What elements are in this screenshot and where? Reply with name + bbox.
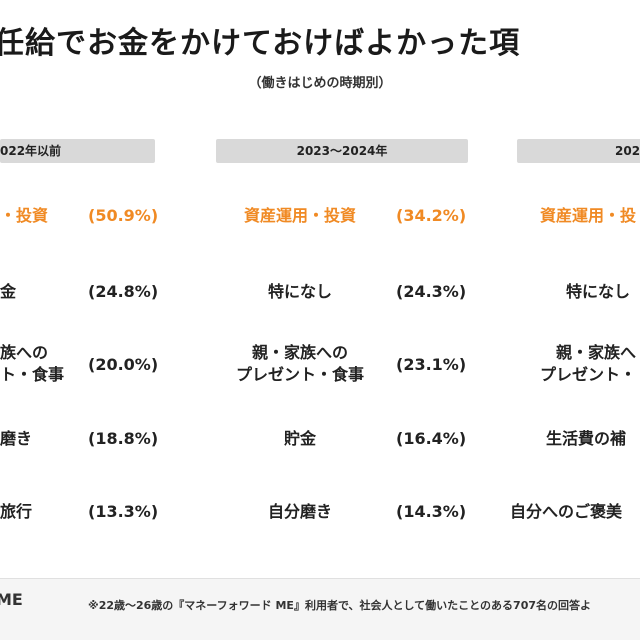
item-percent: (20.0%) [88, 355, 159, 374]
item-label: 生活費の補 [546, 429, 627, 448]
item-label: 親・家族への [251, 343, 348, 362]
footer [0, 579, 640, 640]
item-label-line2: プレゼント・ [540, 365, 637, 384]
column-header-2: 2023〜2024年 [216, 139, 468, 163]
item-label: 自分へのご褒美 [510, 502, 623, 521]
item-percent: (23.1%) [396, 355, 467, 374]
item-percent: (50.9%) [88, 206, 159, 225]
item-percent: (18.8%) [88, 429, 159, 448]
item-percent: (24.8%) [88, 282, 159, 301]
item-label: 親・家族へ [556, 343, 637, 362]
column-header-label: 202 [615, 144, 640, 158]
brand-logo: ME [0, 590, 23, 609]
item-label: ・投資 [0, 206, 49, 225]
footer-divider [0, 578, 640, 579]
item-label: 自分磨き [267, 502, 332, 521]
item-label: 資産運用・投 [540, 206, 637, 225]
page-subtitle: （働きはじめの時期別） [248, 76, 392, 91]
footnote: ※22歳〜26歳の『マネーフォワード ME』利用者で、社会人として働いたことのあ… [88, 599, 592, 612]
item-label: 金 [0, 282, 17, 301]
item-percent: (34.2%) [396, 206, 467, 225]
item-label: 族への [0, 343, 49, 362]
item-label: 磨き [0, 429, 33, 448]
item-percent: (14.3%) [396, 502, 467, 521]
item-percent: (16.4%) [396, 429, 467, 448]
page-title: 任給でお金をかけておけばよかった項 [0, 26, 521, 61]
item-label: 特になし [267, 282, 332, 301]
item-label-line2: プレゼント・食事 [235, 365, 364, 384]
item-label-line2: ト・食事 [0, 365, 65, 384]
item-label: 資産運用・投資 [243, 206, 356, 225]
column-header-1: 022年以前 [0, 139, 155, 163]
item-percent: (24.3%) [396, 282, 467, 301]
column-header-3: 202 [517, 139, 640, 163]
column-header-label: 022年以前 [0, 144, 62, 158]
item-label: 特になし [566, 282, 631, 301]
item-label: 旅行 [0, 502, 33, 521]
item-label: 貯金 [283, 429, 316, 448]
item-percent: (13.3%) [88, 502, 159, 521]
